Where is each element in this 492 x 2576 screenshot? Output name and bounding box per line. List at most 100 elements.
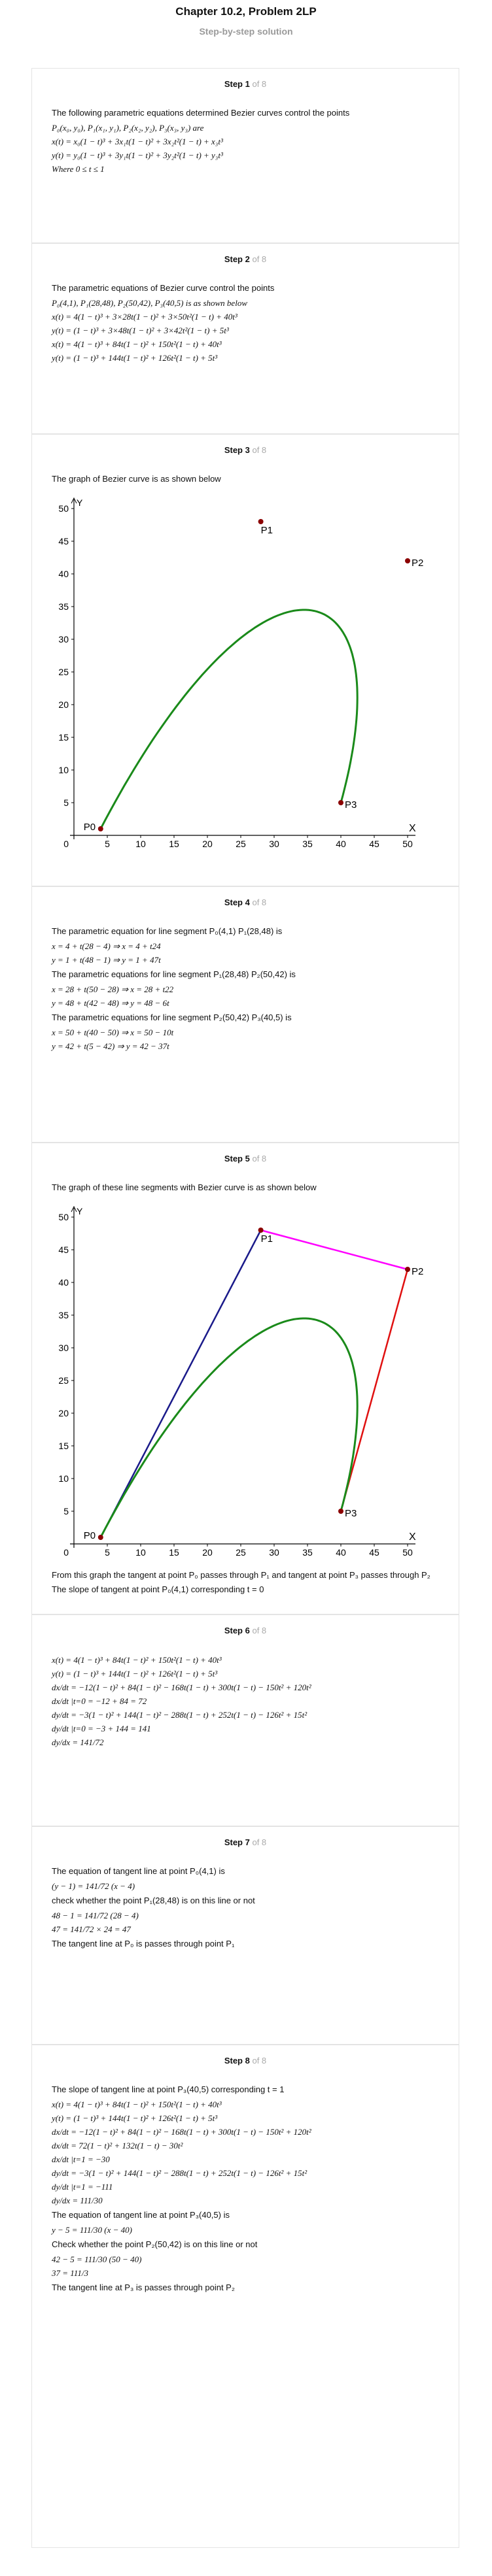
x-tick-label: 20 [202,1547,213,1558]
x-tick-label: 25 [236,839,246,849]
segment-p0-p1 [99,1229,262,1538]
point-p0 [97,1535,103,1540]
x-tick-label: 10 [135,1547,146,1558]
math-line: x(t) = 4(1 − t)³ + 84t(1 − t)² + 150t²(1… [52,339,222,349]
x-tick-label: 5 [105,1547,110,1558]
x-tick-label: 15 [169,1547,179,1558]
step-of: of 8 [252,1837,267,1847]
y-tick-label: 15 [58,732,69,743]
x-tick-label: 10 [135,839,146,849]
math-line: P₀(4,1), P₁(28,48), P₂(50,42), P₃(40,5) … [52,298,247,308]
math-line: y = 48 + t(42 − 48) ⇒ y = 48 − 6t [52,998,169,1008]
point-p3 [338,800,343,805]
step-text: check whether the point P₁(28,48) is on … [52,1896,255,1905]
y-tick-label: 40 [58,569,69,579]
x-tick-label: 25 [236,1547,246,1558]
math-line: dy/dt |t=1 = −111 [52,2182,113,2192]
step-of: of 8 [252,79,267,89]
page-title: Chapter 10.2, Problem 2LP [175,5,317,18]
chart-container: 5 10 15 20 25 30 35 40 45 50 5 10 15 20 25 30 35 40 45 50 0 X… [52,1197,439,1567]
step-card-6: Step 6 of 8 x(t) = 4(1 − t)³ + 84t(1 − t)… [31,1614,459,1826]
page-header: Chapter 10.2, Problem 2LP Step-by-step s… [0,0,492,39]
point-label: P0 [84,822,96,833]
math-line: Where 0 ≤ t ≤ 1 [52,164,105,174]
x-tick-label: 40 [336,1547,346,1558]
y-tick-label: 5 [63,1506,69,1516]
math-line: y − 5 = 111/30 (x − 40) [52,2225,132,2235]
x-tick-label: 15 [169,839,179,849]
step-heading: Step 2 of 8 [52,254,439,264]
step-number: Step 6 [224,1626,250,1635]
y-tick-label: 20 [58,1408,69,1418]
point-label: P3 [345,1508,357,1519]
point-label: P2 [412,1266,423,1277]
step-number: Step 5 [224,1154,250,1163]
x-tick-label: 50 [402,839,413,849]
step-text: The tangent line at P₀ is passes through… [52,1939,235,1949]
math-line: 48 − 1 = 141/72 (28 − 4) [52,1911,139,1920]
math-line: dy/dt = −3(1 − t)² + 144(1 − t)² − 288t(… [52,1710,308,1720]
y-tick-label: 50 [58,1212,69,1222]
step-card-5: Step 5 of 8 The graph of these line segme… [31,1143,459,1614]
step-heading: Step 6 of 8 [52,1626,439,1635]
math-line: x(t) = 4(1 − t)³ + 84t(1 − t)² + 150t²(1… [52,2099,222,2109]
x-axis-label: X [409,823,416,834]
math-line: dx/dt = 72(1 − t)² + 132t(1 − t) − 30t² [52,2141,183,2150]
y-arrow [71,497,77,504]
step-text: The graph of Bezier curve is as shown be… [52,474,221,484]
math-line: x = 50 + t(40 − 50) ⇒ x = 50 − 10t [52,1028,174,1037]
math-line: x(t) = 4(1 − t)³ + 3×28t(1 − t)² + 3×50t… [52,312,237,322]
origin-label: 0 [63,839,69,849]
step-card-4: Step 4 of 8 The parametric equation for l… [31,886,459,1143]
point-label: P3 [345,799,357,811]
math-line: dy/dt = −3(1 − t)² + 144(1 − t)² − 288t(… [52,2168,308,2178]
math-line: 42 − 5 = 111/30 (50 − 40) [52,2254,142,2264]
y-tick-label: 25 [58,667,69,677]
x-tick-label: 50 [402,1547,413,1558]
math-line: x(t) = 4(1 − t)³ + 84t(1 − t)² + 150t²(1… [52,1655,222,1665]
x-tick-label: 35 [302,1547,313,1558]
point-label: P2 [412,558,423,569]
x-tick-label: 30 [269,839,279,849]
step-text: The slope of tangent at point P₀(4,1) co… [52,1584,264,1594]
math-line: y(t) = y₀(1 − t)³ + 3y₁t(1 − t)² + 3y₂t²… [52,150,223,160]
math-line: x = 28 + t(50 − 28) ⇒ x = 28 + t22 [52,984,174,994]
x-axis-label: X [409,1531,416,1543]
y-tick-label: 50 [58,503,69,514]
math-line: x(t) = x₀(1 − t)³ + 3x₁t(1 − t)² + 3x₂t²… [52,137,223,146]
step-text: The following parametric equations deter… [52,108,350,118]
step-heading: Step 3 of 8 [52,445,439,455]
point-p1 [258,1228,264,1233]
y-tick-label: 45 [58,536,69,546]
step-card-7: Step 7 of 8 The equation of tangent line … [31,1826,459,2045]
x-tick-label: 5 [105,839,110,849]
step-of: of 8 [252,897,267,907]
step-text: The parametric equations for line segmen… [52,1012,292,1022]
step-card-1: Step 1 of 8 The following parametric equa… [31,68,459,243]
step-number: Step 1 [224,79,250,89]
x-tick-label: 45 [369,839,379,849]
step-of: of 8 [252,254,267,264]
y-axis-label: Y [77,1206,83,1216]
point-label: P0 [84,1530,96,1541]
segment-p2-p3 [340,1269,409,1512]
math-line: 37 = 111/3 [52,2268,88,2278]
y-tick-label: 30 [58,634,69,644]
step-text: The parametric equations for line segmen… [52,969,296,979]
step-text: The tangent line at P₃ is passes through… [52,2283,235,2292]
x-tick-label: 35 [302,839,313,849]
math-line: x = 4 + t(28 − 4) ⇒ x = 4 + t24 [52,941,161,951]
point-p0 [97,826,103,831]
step-text: The parametric equation for line segment… [52,926,283,936]
step-text: The equation of tangent line at point P₀… [52,1866,225,1876]
bezier-curve [99,609,359,829]
math-line: y = 42 + t(5 − 42) ⇒ y = 42 − 37t [52,1041,169,1051]
segment-p1-p2 [260,1229,408,1271]
math-line: y(t) = (1 − t)³ + 144t(1 − t)² + 126t²(1… [52,353,218,363]
step-card-3: Step 3 of 8 The graph of Bezier curve is … [31,434,459,886]
x-tick-label: 30 [269,1547,279,1558]
step-number: Step 4 [224,897,250,907]
step-card-8: Step 8 of 8 The slope of tangent line at … [31,2045,459,2548]
step-of: of 8 [252,1626,267,1635]
step-text: The parametric equations of Bezier curve… [52,283,275,293]
